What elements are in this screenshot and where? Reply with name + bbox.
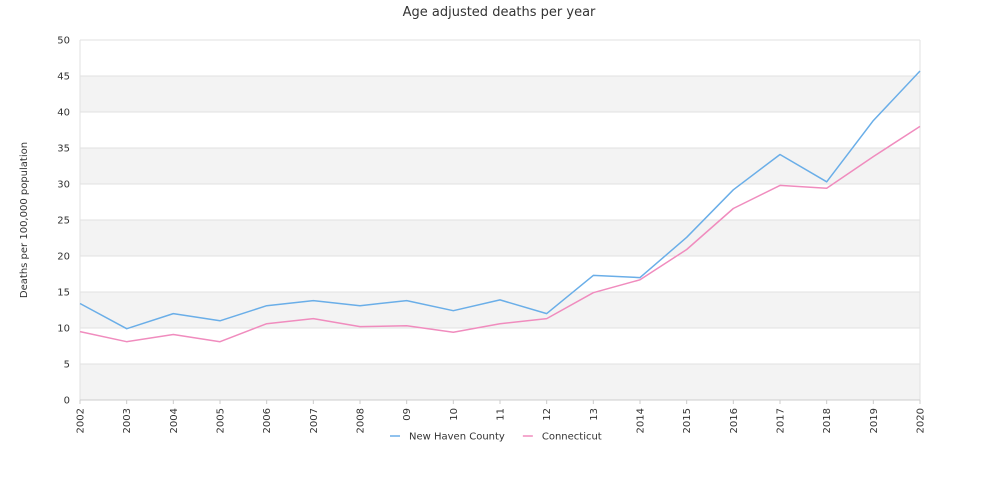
y-tick-label: 20 [57,252,70,263]
grid-band [80,256,920,292]
legend-item[interactable]: New Haven County [390,432,505,443]
legend[interactable]: New Haven County Connecticut [390,432,602,443]
x-tick-label: 11 [496,408,507,421]
grid-band [80,184,920,220]
x-tick-label: 2016 [729,408,740,433]
y-axis-label: Deaths per 100,000 population [19,142,30,298]
grid-band [80,40,920,76]
legend-label: Connecticut [542,432,602,443]
grid-band [80,328,920,364]
y-tick-label: 10 [57,324,70,335]
x-tick-label: 2017 [776,408,787,433]
x-tick-label: 12 [542,408,553,421]
y-tick-label: 0 [64,396,70,407]
x-tick-label: 2004 [169,408,180,433]
y-tick-label: 30 [57,180,70,191]
x-tick-label: 2005 [216,408,227,433]
grid-band [80,220,920,256]
x-tick-label: 2020 [916,408,927,433]
x-tick-label: 2003 [122,408,133,433]
x-tick-label: 2006 [262,408,273,433]
y-tick-label: 40 [57,108,70,119]
x-tick-label: 10 [449,408,460,421]
grid-band [80,148,920,184]
grid-band [80,76,920,112]
x-tick-label: 2015 [682,408,693,433]
y-axis-ticks: 0 5 10 15 20 25 30 35 40 45 50 [57,36,70,407]
grid-band [80,292,920,328]
y-tick-label: 5 [64,360,70,371]
series-line [79,70,921,330]
x-tick-label: 09 [402,408,413,421]
x-tick-label: 2007 [309,408,320,433]
legend-label: New Haven County [409,432,505,443]
grid-band [80,364,920,400]
y-tick-label: 35 [57,144,70,155]
x-tick-label: 2014 [636,408,647,433]
x-tick-label: 2019 [869,408,880,433]
grid-band [80,112,920,148]
series-lines [79,70,921,343]
x-tick-label: 2018 [822,408,833,433]
x-axis-ticks: 2002 2003 2004 2005 2006 2007 2008 09 10 11 12 13 20… [76,400,927,433]
y-tick-label: 25 [57,216,70,227]
chart-title: Age adjusted deaths per year [403,5,596,20]
x-tick-label: 2002 [76,408,87,433]
legend-item[interactable]: Connecticut [522,432,602,443]
y-tick-label: 50 [57,36,70,47]
y-tick-label: 15 [57,288,70,299]
x-tick-label: 13 [589,408,600,421]
y-tick-label: 45 [57,72,70,83]
grid-bands [80,40,920,400]
x-tick-label: 2008 [356,408,367,433]
series-line [79,125,921,343]
